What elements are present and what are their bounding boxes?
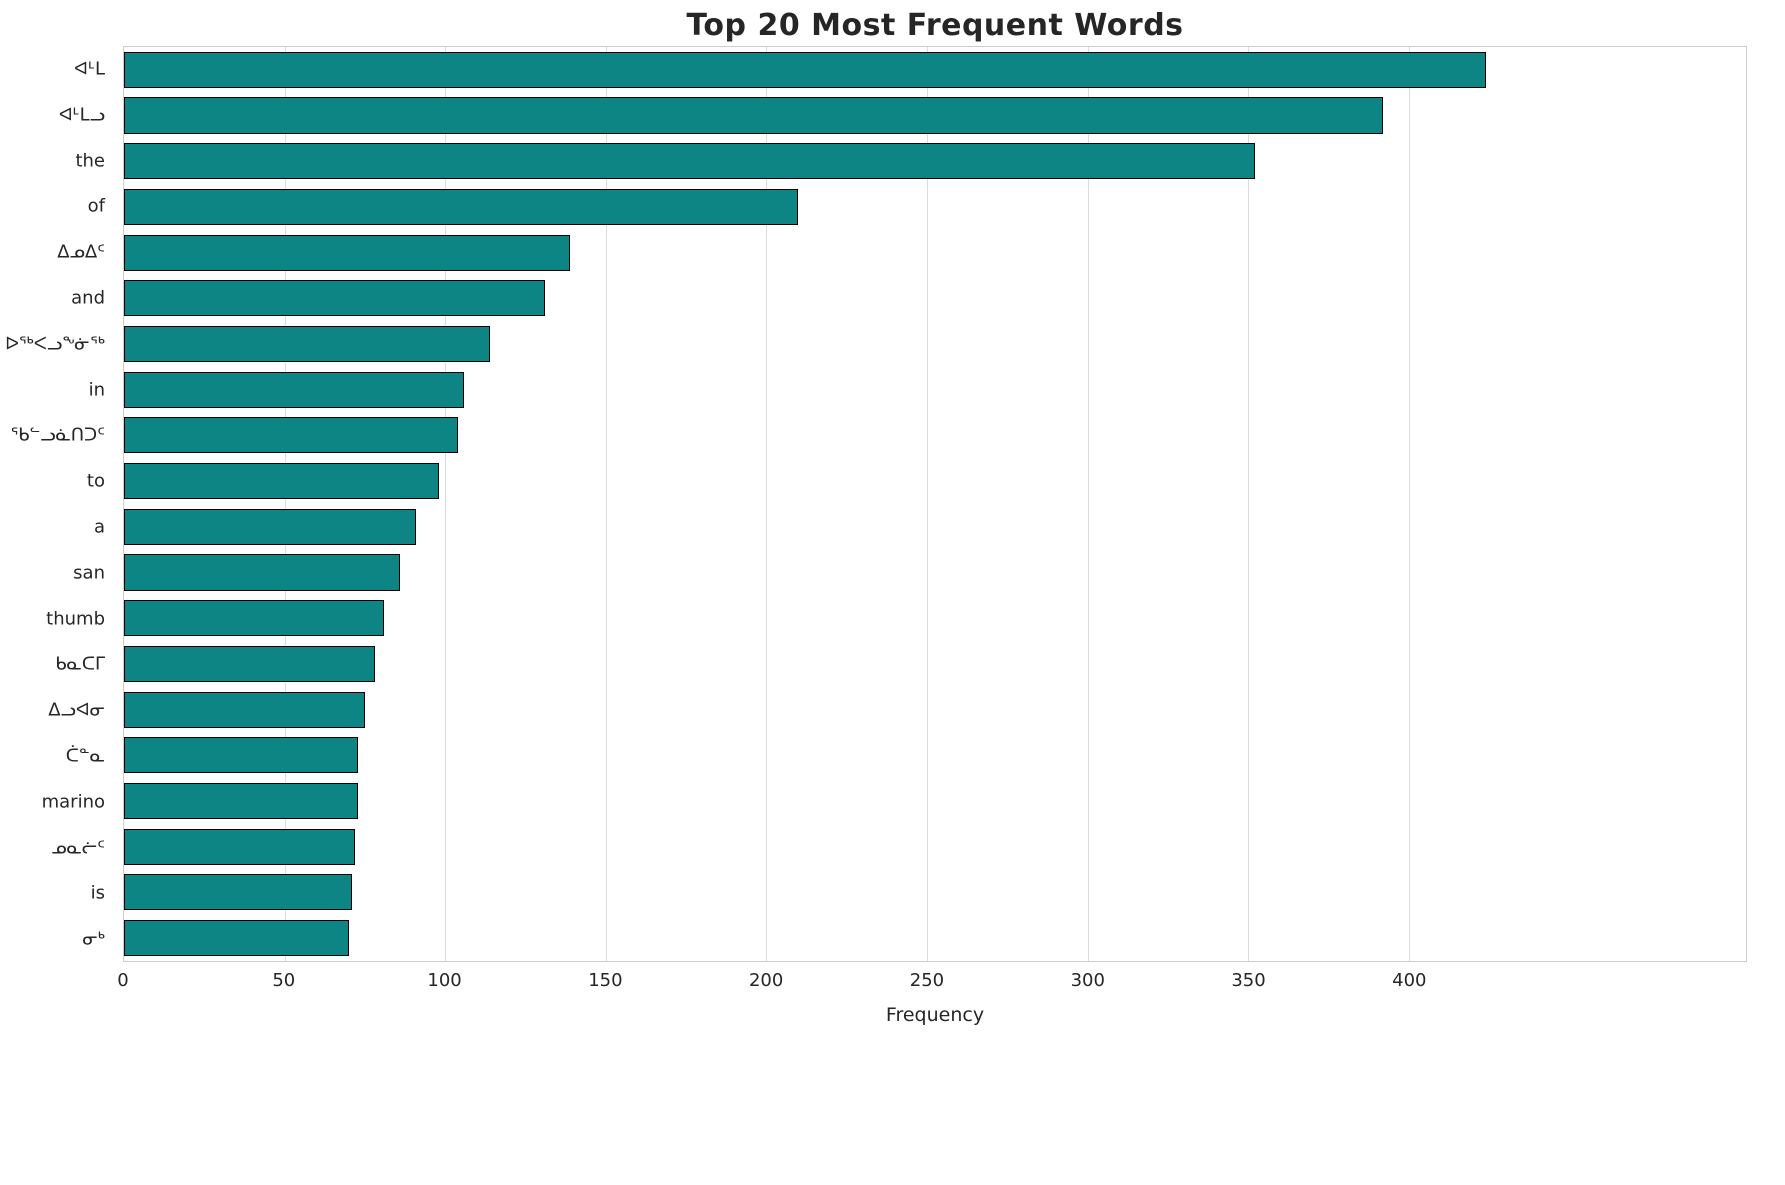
bar-row xyxy=(124,504,1746,550)
bar xyxy=(124,417,459,454)
bar xyxy=(124,737,359,774)
x-axis: 0 50 100 150 200 250 300 350 400 xyxy=(117,970,1747,998)
y-axis: ᐊᒻᒪ ᐊᒻᒪᓗ the of ᐃᓄᐃᑦ and ᐅᖅᐸᓗᖕᓃᖅ in ᖃᓪᓗᓈᑎᑐᑦ to a sa… xyxy=(0,46,115,962)
gridline xyxy=(926,47,928,961)
bar-row xyxy=(124,230,1746,276)
bar xyxy=(124,920,349,957)
bar xyxy=(124,828,356,865)
bar xyxy=(124,691,365,728)
plot-area xyxy=(123,46,1747,962)
bar xyxy=(124,280,545,317)
bar-row xyxy=(124,733,1746,779)
bar-row xyxy=(124,687,1746,733)
y-tick-label: ᐊᒻᒪᓗ xyxy=(58,104,105,126)
x-axis-label: Frequency xyxy=(885,1004,985,1026)
bar xyxy=(124,371,465,408)
bar xyxy=(124,325,491,363)
y-tick-label: the xyxy=(75,150,105,171)
x-tick-label: 300 xyxy=(1070,970,1105,991)
y-tick-label: is xyxy=(90,882,105,904)
gridline xyxy=(605,47,607,961)
y-tick-label: ᖃᓪᓗᓈᑎᑐᑦ xyxy=(10,424,105,446)
y-tick-label: and xyxy=(71,287,105,309)
gridline xyxy=(766,47,768,961)
bar-row xyxy=(124,367,1746,413)
bar xyxy=(124,188,799,225)
y-tick-label: ᑖᓐᓇ xyxy=(65,745,105,767)
bar-row xyxy=(124,641,1746,687)
y-tick-label: a xyxy=(93,516,105,538)
bar-row xyxy=(124,47,1746,93)
bar-row xyxy=(124,458,1746,504)
y-tick-label: marino xyxy=(41,791,105,813)
bar-row xyxy=(124,184,1746,230)
y-tick-label: ᐃᓗᐊᓂ xyxy=(48,699,105,721)
bar-row xyxy=(124,778,1746,824)
bar-row xyxy=(124,138,1746,184)
x-tick-label: 100 xyxy=(427,970,462,991)
x-tick-label: 350 xyxy=(1231,970,1266,991)
bar xyxy=(124,600,385,637)
bar xyxy=(124,234,571,271)
y-tick-label: to xyxy=(86,470,105,492)
bar-row xyxy=(124,413,1746,459)
bar xyxy=(124,463,439,500)
bar xyxy=(124,97,1384,134)
x-tick-label: 250 xyxy=(909,970,945,991)
bar xyxy=(124,782,359,820)
bar xyxy=(124,508,417,545)
bar-row xyxy=(124,550,1746,596)
y-tick-label: thumb xyxy=(46,608,105,629)
y-tick-label: ᓄᓇᓖᑦ xyxy=(51,837,105,858)
y-tick-label: ᐅᖅᐸᓗᖕᓃᖅ xyxy=(5,333,105,355)
gridline xyxy=(1087,47,1089,961)
x-tick-label: 200 xyxy=(748,970,784,991)
y-tick-label: ᑲᓇᑕᒥ xyxy=(55,653,105,675)
bar-row xyxy=(124,915,1746,961)
bar-row xyxy=(124,276,1746,322)
bar xyxy=(124,51,1486,88)
gridline xyxy=(445,47,447,961)
chart-title: Top 20 Most Frequent Words xyxy=(686,8,1184,43)
x-tick-label: 0 xyxy=(117,970,129,991)
y-tick-label: in xyxy=(88,379,105,400)
bar xyxy=(124,874,353,911)
y-tick-label: of xyxy=(87,195,105,217)
bar-row xyxy=(124,870,1746,916)
x-tick-label: 50 xyxy=(272,970,296,991)
gridline xyxy=(1248,47,1250,961)
y-tick-label: ᐊᒻᒪ xyxy=(74,58,105,80)
bar xyxy=(124,554,401,591)
y-tick-label: san xyxy=(73,562,105,584)
bar-row xyxy=(124,321,1746,367)
bar xyxy=(124,645,375,682)
y-tick-label: ᐃᓄᐃᑦ xyxy=(57,241,105,263)
x-tick-label: 400 xyxy=(1392,970,1427,991)
y-tick-label: ᓂᒃ xyxy=(82,928,105,950)
bar-row xyxy=(124,595,1746,641)
bar-row xyxy=(124,824,1746,870)
gridline xyxy=(284,47,286,961)
bar xyxy=(124,143,1255,180)
x-tick-label: 150 xyxy=(588,970,623,991)
gridline xyxy=(1408,47,1410,961)
bar-row xyxy=(124,93,1746,139)
